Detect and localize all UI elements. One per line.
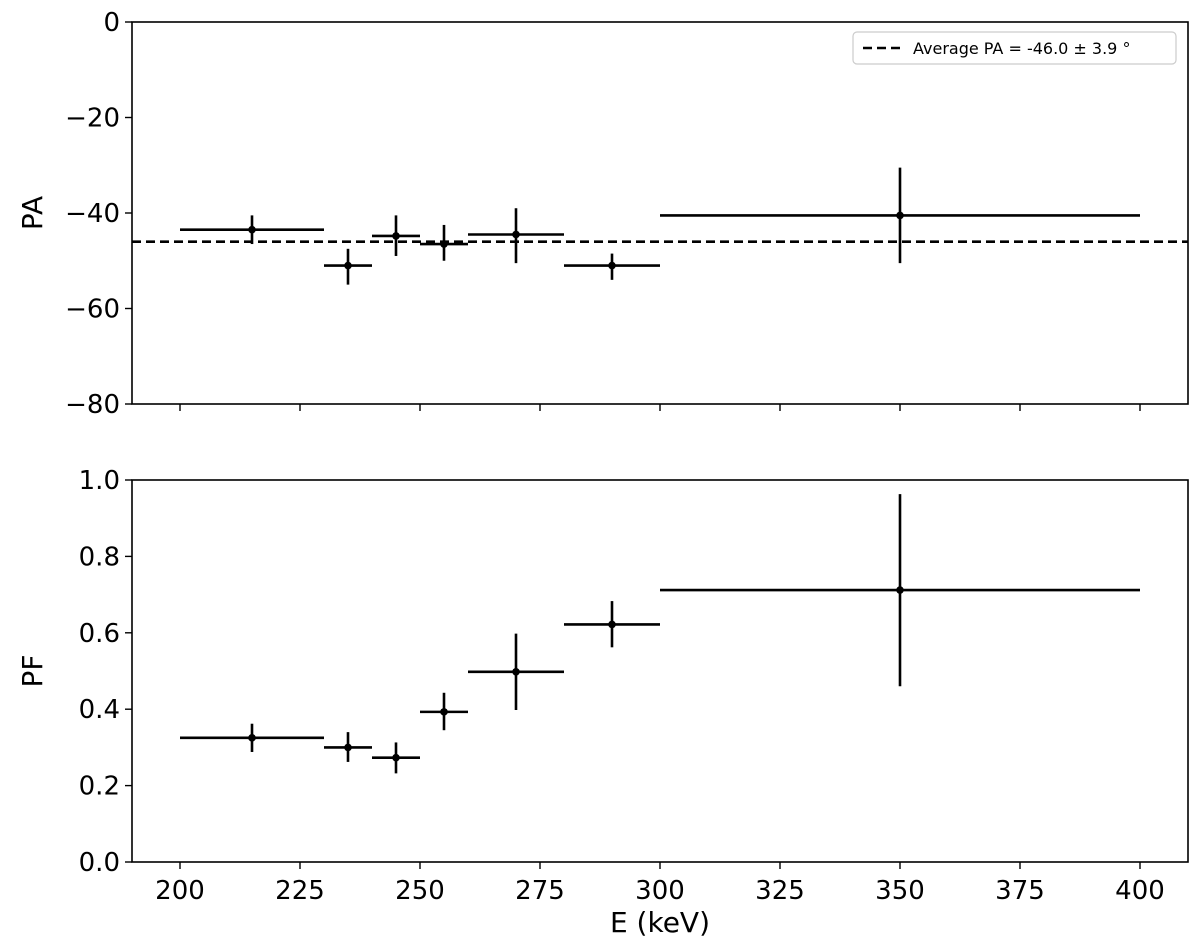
- point-marker: [608, 261, 616, 270]
- x-tick-label: 275: [515, 876, 565, 906]
- point-marker: [512, 667, 520, 676]
- y-tick-label: −60: [65, 295, 120, 325]
- data-point: [372, 742, 420, 774]
- pf-panel: 200 225 250 275 300 325 350 375 400 0.0 0.2 0.4 0.6 0…: [16, 466, 1189, 939]
- point-marker: [512, 230, 520, 239]
- y-tick-label: 0: [103, 8, 120, 38]
- y-tick-label: −40: [65, 199, 120, 229]
- y-tick-label: 1.0: [79, 466, 120, 496]
- point-marker: [440, 240, 448, 248]
- pa-panel: 0 −20 −40 −60 −80 PA Average PA = -46.0 ± 3.9 …: [16, 8, 1189, 420]
- data-point: [660, 167, 1140, 264]
- y-axis-label: PF: [16, 655, 49, 688]
- x-tick-label: 400: [1115, 876, 1165, 906]
- x-tick-label: 225: [275, 876, 325, 906]
- point-marker: [392, 753, 400, 762]
- data-point: [420, 692, 468, 731]
- x-tick-label: 350: [875, 876, 925, 906]
- point-marker: [440, 708, 448, 716]
- x-tick-label: 200: [155, 876, 205, 906]
- legend-label: Average PA = -46.0 ± 3.9 °: [913, 39, 1130, 58]
- point-marker: [248, 734, 256, 742]
- x-axis-label: E (keV): [610, 906, 710, 939]
- data-point: [324, 248, 372, 285]
- y-tick-label: 0.4: [79, 695, 120, 725]
- data-point: [564, 601, 660, 648]
- point-marker: [344, 743, 352, 752]
- x-tick-label: 250: [395, 876, 445, 906]
- x-tick-label: 375: [995, 876, 1045, 906]
- point-marker: [896, 586, 904, 594]
- axes-frame: [131, 479, 1189, 863]
- y-tick-label: −20: [65, 104, 120, 134]
- point-marker: [248, 225, 256, 234]
- legend: Average PA = -46.0 ± 3.9 °: [852, 31, 1177, 65]
- data-point: [564, 253, 660, 280]
- axes-frame: [131, 21, 1189, 405]
- point-marker: [344, 261, 352, 270]
- y-tick-label: 0.8: [79, 542, 120, 572]
- data-point: [372, 215, 420, 256]
- data-point: [420, 224, 468, 261]
- y-tick-label: 0.2: [79, 772, 120, 802]
- data-point: [180, 723, 324, 752]
- data-point: [324, 732, 372, 762]
- point-marker: [896, 211, 904, 220]
- data-point: [660, 494, 1140, 687]
- y-tick-label: 0.6: [79, 619, 120, 649]
- data-point: [468, 633, 564, 710]
- data-point: [180, 215, 324, 245]
- data-point: [468, 208, 564, 264]
- legend-box: [852, 31, 1177, 65]
- x-tick-label: 300: [635, 876, 685, 906]
- y-axis-label: PA: [16, 196, 49, 230]
- x-tick-label: 325: [755, 876, 805, 906]
- y-tick-label: 0.0: [79, 848, 120, 878]
- point-marker: [608, 620, 616, 629]
- y-tick-label: −80: [65, 390, 120, 420]
- point-marker: [392, 232, 400, 240]
